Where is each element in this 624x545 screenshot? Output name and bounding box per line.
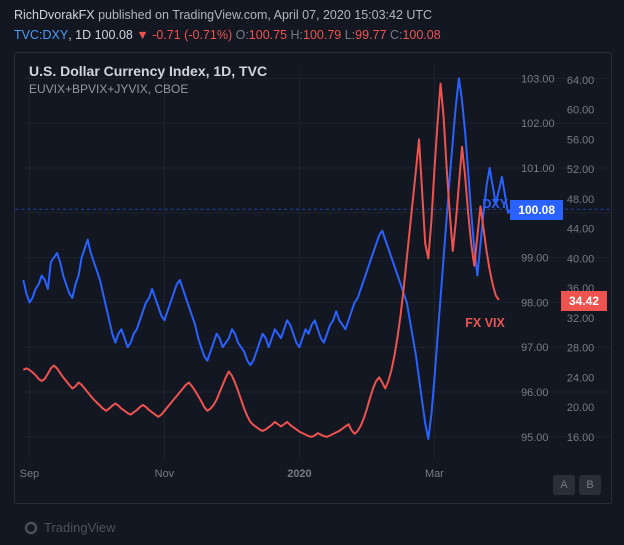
ohlc-c-label: C: — [390, 28, 403, 42]
svg-text:32.00: 32.00 — [567, 313, 594, 325]
svg-text:102.00: 102.00 — [521, 118, 554, 130]
author-name: RichDvorakFX — [14, 8, 95, 22]
svg-text:48.00: 48.00 — [567, 194, 594, 206]
svg-text:Mar: Mar — [425, 468, 444, 480]
svg-text:64.00: 64.00 — [567, 75, 594, 87]
fxvix-line — [23, 84, 499, 437]
svg-text:24.00: 24.00 — [567, 372, 594, 384]
ohlc-o: 100.75 — [249, 28, 287, 42]
chart-subtitle: EUVIX+BPVIX+JYVIX, CBOE — [29, 82, 267, 96]
chart-title-block: U.S. Dollar Currency Index, 1D, TVC EUVI… — [29, 63, 267, 96]
ohlc-l: 99.77 — [355, 28, 386, 42]
svg-text:Nov: Nov — [155, 468, 175, 480]
fxvix-price-tag: 34.42 — [561, 291, 607, 311]
svg-text:20.00: 20.00 — [567, 402, 594, 414]
dxy-series-label: DXY — [482, 197, 508, 211]
ohlc-c: 100.08 — [402, 28, 440, 42]
ticker-change: -0.71 — [152, 28, 181, 42]
ticker-last: 100.08 — [95, 28, 133, 42]
svg-text:56.00: 56.00 — [567, 134, 594, 146]
svg-text:98.00: 98.00 — [521, 297, 548, 309]
x-axis: Sep Nov 2020 Mar — [20, 468, 444, 480]
x-axis-button-a[interactable]: A — [553, 475, 575, 495]
ticker-bar: TVC:DXY, 1D 100.08 ▼ -0.71 (-0.71%) O:10… — [14, 28, 441, 42]
ohlc-o-label: O: — [236, 28, 249, 42]
svg-text:40.00: 40.00 — [567, 253, 594, 265]
svg-text:96.00: 96.00 — [521, 387, 548, 399]
fxvix-series-label: FX VIX — [465, 316, 505, 330]
svg-text:Sep: Sep — [20, 468, 39, 480]
chart-container: RichDvorakFX published on TradingView.co… — [0, 0, 624, 545]
tradingview-logo-icon — [24, 521, 38, 535]
chart-svg: 95.0096.0097.0098.0099.00100.00101.00102… — [15, 53, 611, 503]
svg-text:99.00: 99.00 — [521, 253, 548, 265]
ticker-interval: 1D — [75, 28, 91, 42]
publish-meta: RichDvorakFX published on TradingView.co… — [14, 8, 610, 22]
svg-text:52.00: 52.00 — [567, 164, 594, 176]
svg-text:101.00: 101.00 — [521, 163, 554, 175]
svg-text:16.00: 16.00 — [567, 432, 594, 444]
change-arrow-icon: ▼ — [136, 28, 148, 42]
tradingview-watermark[interactable]: TradingView — [24, 520, 116, 535]
svg-text:60.00: 60.00 — [567, 105, 594, 117]
svg-text:95.00: 95.00 — [521, 432, 548, 444]
right-y-axis: 16.0020.0024.0028.0032.0036.0040.0044.00… — [567, 75, 594, 444]
ticker-change-pct: (-0.71%) — [184, 28, 232, 42]
ohlc-l-label: L: — [345, 28, 355, 42]
dxy-price-tag: 100.08 — [510, 200, 563, 220]
x-axis-button-b[interactable]: B — [579, 475, 601, 495]
svg-text:28.00: 28.00 — [567, 343, 594, 355]
svg-text:97.00: 97.00 — [521, 342, 548, 354]
svg-text:44.00: 44.00 — [567, 224, 594, 236]
publish-info: published on TradingView.com, April 07, … — [98, 8, 432, 22]
left-y-axis: 95.0096.0097.0098.0099.00100.00101.00102… — [521, 73, 554, 443]
svg-text:2020: 2020 — [287, 468, 311, 480]
watermark-text: TradingView — [44, 520, 116, 535]
chart-title: U.S. Dollar Currency Index, 1D, TVC — [29, 63, 267, 79]
ticker-symbol[interactable]: TVC:DXY — [14, 28, 68, 42]
ohlc-h: 100.79 — [303, 28, 341, 42]
svg-text:103.00: 103.00 — [521, 73, 554, 85]
plot-area[interactable]: 95.0096.0097.0098.0099.00100.00101.00102… — [14, 52, 612, 504]
ohlc-h-label: H: — [291, 28, 304, 42]
dxy-line — [23, 78, 511, 439]
